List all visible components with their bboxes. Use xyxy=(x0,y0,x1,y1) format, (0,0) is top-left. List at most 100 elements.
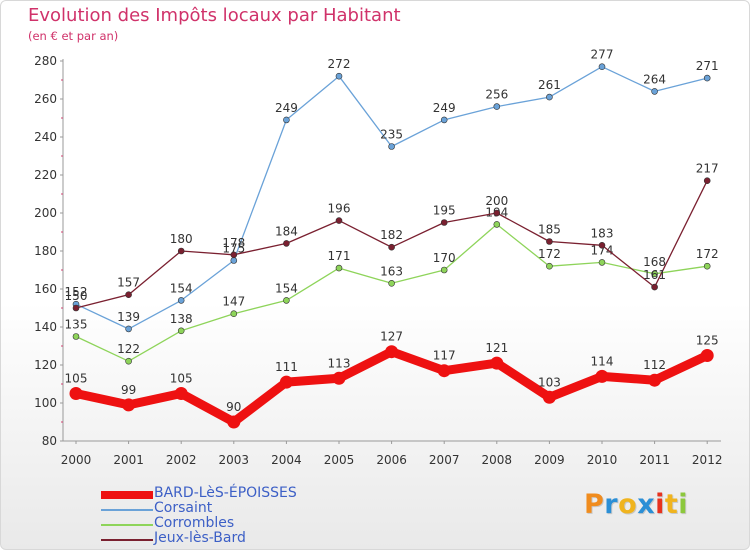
proxiti-logo: Proxiti xyxy=(584,489,688,520)
data-label-3: 150 xyxy=(65,289,88,303)
series-point-2 xyxy=(335,264,343,272)
data-label-0: 127 xyxy=(380,330,403,344)
x-tick-label: 2012 xyxy=(692,453,723,467)
series-point-0 xyxy=(385,345,399,359)
data-label-2: 147 xyxy=(222,295,245,309)
y-tick-label: 180 xyxy=(34,244,57,258)
data-label-1: 264 xyxy=(643,72,666,86)
series-point-0 xyxy=(227,415,241,429)
series-point-2 xyxy=(125,357,132,365)
series-point-3 xyxy=(283,240,290,247)
series-point-2 xyxy=(283,297,290,304)
series-point-2 xyxy=(703,262,711,270)
series-point-1 xyxy=(335,72,343,80)
data-label-0: 125 xyxy=(696,334,719,348)
legend-swatch-1 xyxy=(101,509,153,511)
chart-title: Evolution des Impôts locaux par Habitant xyxy=(28,5,401,26)
data-label-0: 117 xyxy=(433,349,456,363)
series-point-1 xyxy=(598,63,606,70)
legend-swatch-0 xyxy=(101,491,153,499)
series-point-0 xyxy=(700,349,714,362)
logo-letter: t xyxy=(664,489,679,520)
data-label-0: 114 xyxy=(591,354,614,368)
series-point-0 xyxy=(69,387,83,400)
series-point-1 xyxy=(651,88,658,95)
x-tick-label: 2008 xyxy=(482,453,513,467)
x-tick-label: 2004 xyxy=(271,453,302,467)
series-point-1 xyxy=(546,93,553,101)
y-tick-label: 200 xyxy=(34,206,57,220)
y-tick-label: 240 xyxy=(34,130,57,144)
x-tick-label: 2005 xyxy=(324,453,355,467)
x-tick-label: 2007 xyxy=(429,453,460,467)
data-label-2: 172 xyxy=(696,247,719,261)
legend-swatch-2 xyxy=(101,524,153,526)
series-point-2 xyxy=(598,259,606,266)
data-label-1: 277 xyxy=(591,48,614,62)
data-label-1: 152 xyxy=(65,285,88,299)
legend-label-1: Corsaint xyxy=(154,500,213,516)
series-point-1 xyxy=(230,257,238,264)
data-label-2: 172 xyxy=(538,247,561,261)
data-label-1: 271 xyxy=(696,59,719,73)
data-label-2: 168 xyxy=(643,255,666,269)
data-label-0: 112 xyxy=(643,358,666,372)
data-label-1: 235 xyxy=(380,128,403,142)
series-point-3 xyxy=(651,283,658,291)
y-tick-label: 280 xyxy=(34,54,57,68)
data-label-2: 171 xyxy=(328,249,351,263)
series-point-1 xyxy=(493,103,501,110)
data-label-0: 103 xyxy=(538,375,561,389)
series-point-3 xyxy=(440,219,448,226)
y-tick-label: 220 xyxy=(34,168,57,182)
series-point-1 xyxy=(177,297,185,304)
series-point-0 xyxy=(332,371,346,385)
data-label-3: 185 xyxy=(538,223,561,237)
data-label-0: 121 xyxy=(485,341,508,355)
legend-swatch-3 xyxy=(101,539,153,541)
data-label-3: 161 xyxy=(643,268,666,282)
series-point-0 xyxy=(595,369,609,383)
series-point-3 xyxy=(598,242,606,249)
series-point-1 xyxy=(703,74,711,82)
series-point-2 xyxy=(440,266,448,274)
data-label-1: 261 xyxy=(538,78,561,92)
series-point-3 xyxy=(335,217,343,224)
series-point-0 xyxy=(437,364,451,378)
data-label-3: 195 xyxy=(433,204,456,218)
data-label-1: 272 xyxy=(328,57,351,71)
data-label-3: 196 xyxy=(328,202,351,216)
x-tick-label: 2011 xyxy=(639,453,670,467)
series-point-3 xyxy=(125,291,132,299)
series-point-2 xyxy=(651,270,658,278)
data-label-1: 249 xyxy=(433,101,456,115)
series-point-1 xyxy=(440,116,448,124)
series-point-2 xyxy=(72,333,80,340)
series-point-3 xyxy=(388,243,395,251)
series-point-2 xyxy=(493,221,501,228)
logo-letter: x xyxy=(637,489,656,520)
data-label-3: 183 xyxy=(591,226,614,240)
series-point-3 xyxy=(72,304,80,312)
series-point-1 xyxy=(125,325,132,333)
x-tick-label: 2009 xyxy=(534,453,565,467)
y-tick-label: 80 xyxy=(42,434,57,448)
y-tick-label: 140 xyxy=(34,320,57,334)
data-label-1: 139 xyxy=(117,310,140,324)
data-label-1: 256 xyxy=(485,88,508,102)
series-point-3 xyxy=(703,177,711,184)
series-point-2 xyxy=(388,279,395,287)
series-point-0 xyxy=(122,398,136,412)
data-label-0: 105 xyxy=(170,372,193,386)
y-tick-label: 260 xyxy=(34,92,57,106)
series-point-0 xyxy=(174,387,188,400)
series-point-0 xyxy=(542,390,556,404)
series-point-0 xyxy=(490,356,504,370)
data-label-2: 135 xyxy=(65,318,88,332)
data-label-1: 154 xyxy=(170,281,193,295)
data-label-2: 138 xyxy=(170,312,193,326)
data-label-3: 200 xyxy=(485,194,508,208)
x-tick-label: 2010 xyxy=(587,453,618,467)
logo-letter: r xyxy=(604,489,619,520)
